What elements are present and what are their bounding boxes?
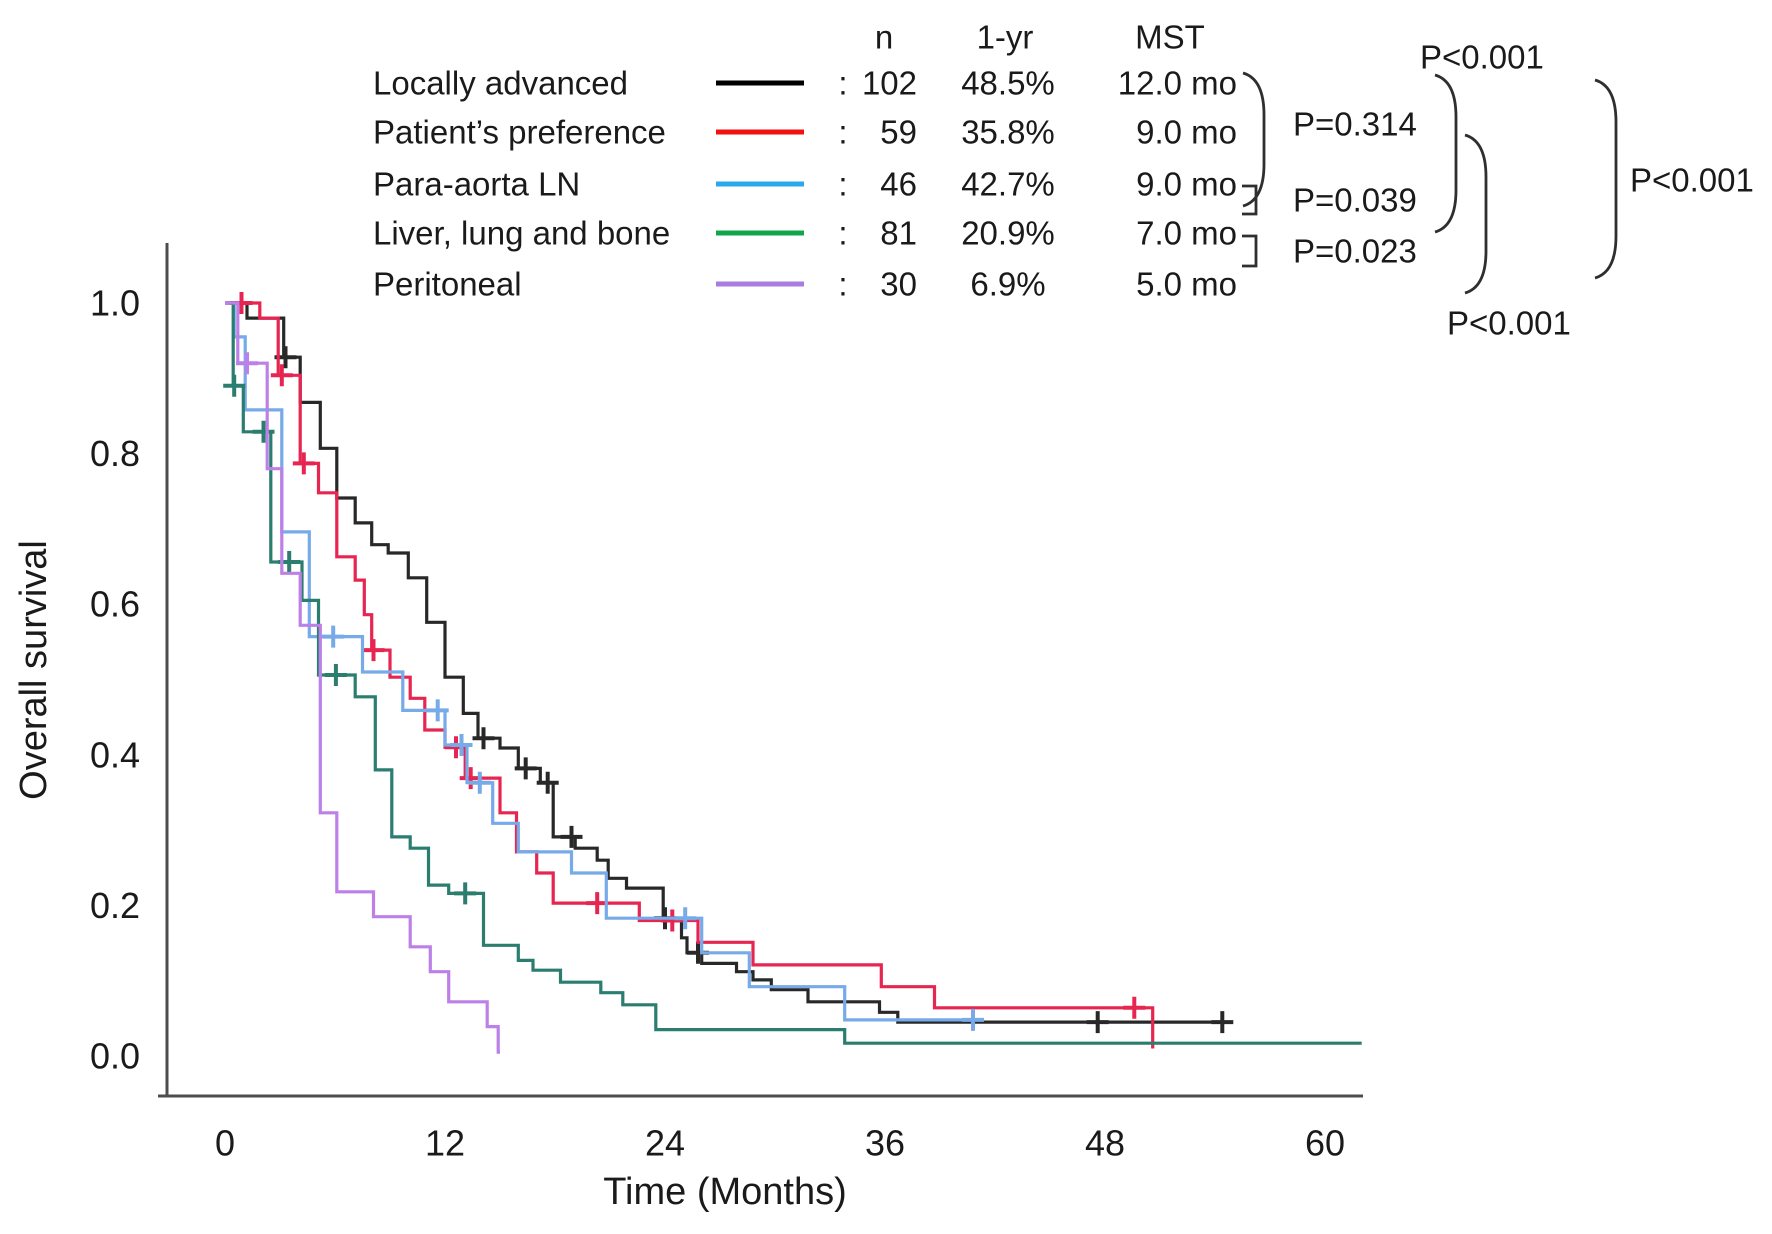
km-curve-peritoneal [225,301,500,1054]
censor-marks-peritoneal [236,352,258,375]
km-curve-para-aorta-ln [225,301,973,1022]
legend-n-patients-preference: 59 [880,114,917,151]
legend-1yr-para-aorta-ln: 42.7% [961,166,1055,203]
x-tick-label-36: 36 [865,1123,905,1164]
x-tick-label-24: 24 [645,1123,685,1164]
legend-n-para-aorta-ln: 46 [880,166,917,203]
legend-n-peritoneal: 30 [880,266,917,303]
legend-mst-patients-preference: 9.0 mo [1136,114,1237,151]
legend-label-patients-preference: Patient’s preference [373,114,666,151]
pvalue-mid-upper: P=0.039 [1293,182,1417,219]
legend-mst-liver-lung-and-bone: 7.0 mo [1136,215,1237,252]
bracket-outer-bottom [1464,133,1488,295]
pvalue-brackets [1242,71,1618,295]
bracket-outer-right [1594,78,1618,280]
legend-label-liver-lung-and-bone: Liver, lung and bone [373,215,670,252]
legend-1yr-patients-preference: 35.8% [961,114,1055,151]
legend-colon-patients-preference: : [838,114,847,151]
legend-1yr-peritoneal: 6.9% [970,266,1045,303]
bracket-inner [1242,71,1266,208]
legend-n-locally-advanced: 102 [862,65,917,102]
legend-colon-liver-lung-and-bone: : [838,215,847,252]
legend-label-peritoneal: Peritoneal [373,266,522,303]
y-tick-label-1.0: 1.0 [90,283,140,324]
censor-marks-locally-advanced [274,346,1234,1034]
legend-mst-peritoneal: 5.0 mo [1136,266,1237,303]
x-axis-title: Time (Months) [603,1171,847,1213]
censor-marks-patients-preference [230,292,1146,1019]
y-tick-label-0.2: 0.2 [90,885,140,926]
axis-ticks: 1.0 0.8 0.6 0.4 0.2 0.0 0 12 24 36 48 60 [90,283,1345,1164]
censor-marks-liver-lung-and-bone [223,374,477,905]
pvalue-outer-right: P<0.001 [1630,162,1754,199]
pvalue-mid-lower: P=0.023 [1293,233,1417,270]
legend-mst-locally-advanced: 12.0 mo [1118,65,1237,102]
pvalue-outer-top: P<0.001 [1420,39,1544,76]
legend-header-mst: MST [1135,19,1205,56]
x-tick-label-0: 0 [215,1123,235,1164]
legend-header-1yr: 1-yr [977,19,1034,56]
y-tick-label-0.4: 0.4 [90,734,140,775]
legend-1yr-locally-advanced: 48.5% [961,65,1055,102]
bracket-mid-lower [1242,234,1258,268]
bracket-outer-top [1434,73,1458,234]
x-tick-label-60: 60 [1305,1123,1345,1164]
km-curve-locally-advanced [225,301,1228,1024]
legend-colon-peritoneal: : [838,266,847,303]
legend-1yr-liver-lung-and-bone: 20.9% [961,215,1055,252]
y-tick-label-0.8: 0.8 [90,433,140,474]
pvalue-outer-bottom: P<0.001 [1447,305,1571,342]
y-tick-label-0.0: 0.0 [90,1036,140,1077]
legend-mst-para-aorta-ln: 9.0 mo [1136,166,1237,203]
legend-n-liver-lung-and-bone: 81 [880,215,917,252]
y-axis-title: Overall survival [13,540,55,800]
x-tick-label-48: 48 [1085,1123,1125,1164]
legend-label-locally-advanced: Locally advanced [373,65,628,102]
censor-marks-para-aorta-ln [322,625,984,1031]
legend-header-n: n [875,19,893,56]
legend-colon-locally-advanced: : [838,65,847,102]
pvalue-inner: P=0.314 [1293,106,1417,143]
y-tick-label-0.6: 0.6 [90,584,140,625]
legend: Locally advanced:102 48.5% 12.0 moPatient’… [373,65,1237,303]
km-curve-patients-preference [225,301,1155,1049]
bracket-mid-upper [1242,184,1258,216]
legend-label-para-aorta-ln: Para-aorta LN [373,166,580,203]
survival-curves [223,292,1362,1054]
axes [158,243,1363,1098]
legend-colon-para-aorta-ln: : [838,166,847,203]
x-tick-label-12: 12 [425,1123,465,1164]
